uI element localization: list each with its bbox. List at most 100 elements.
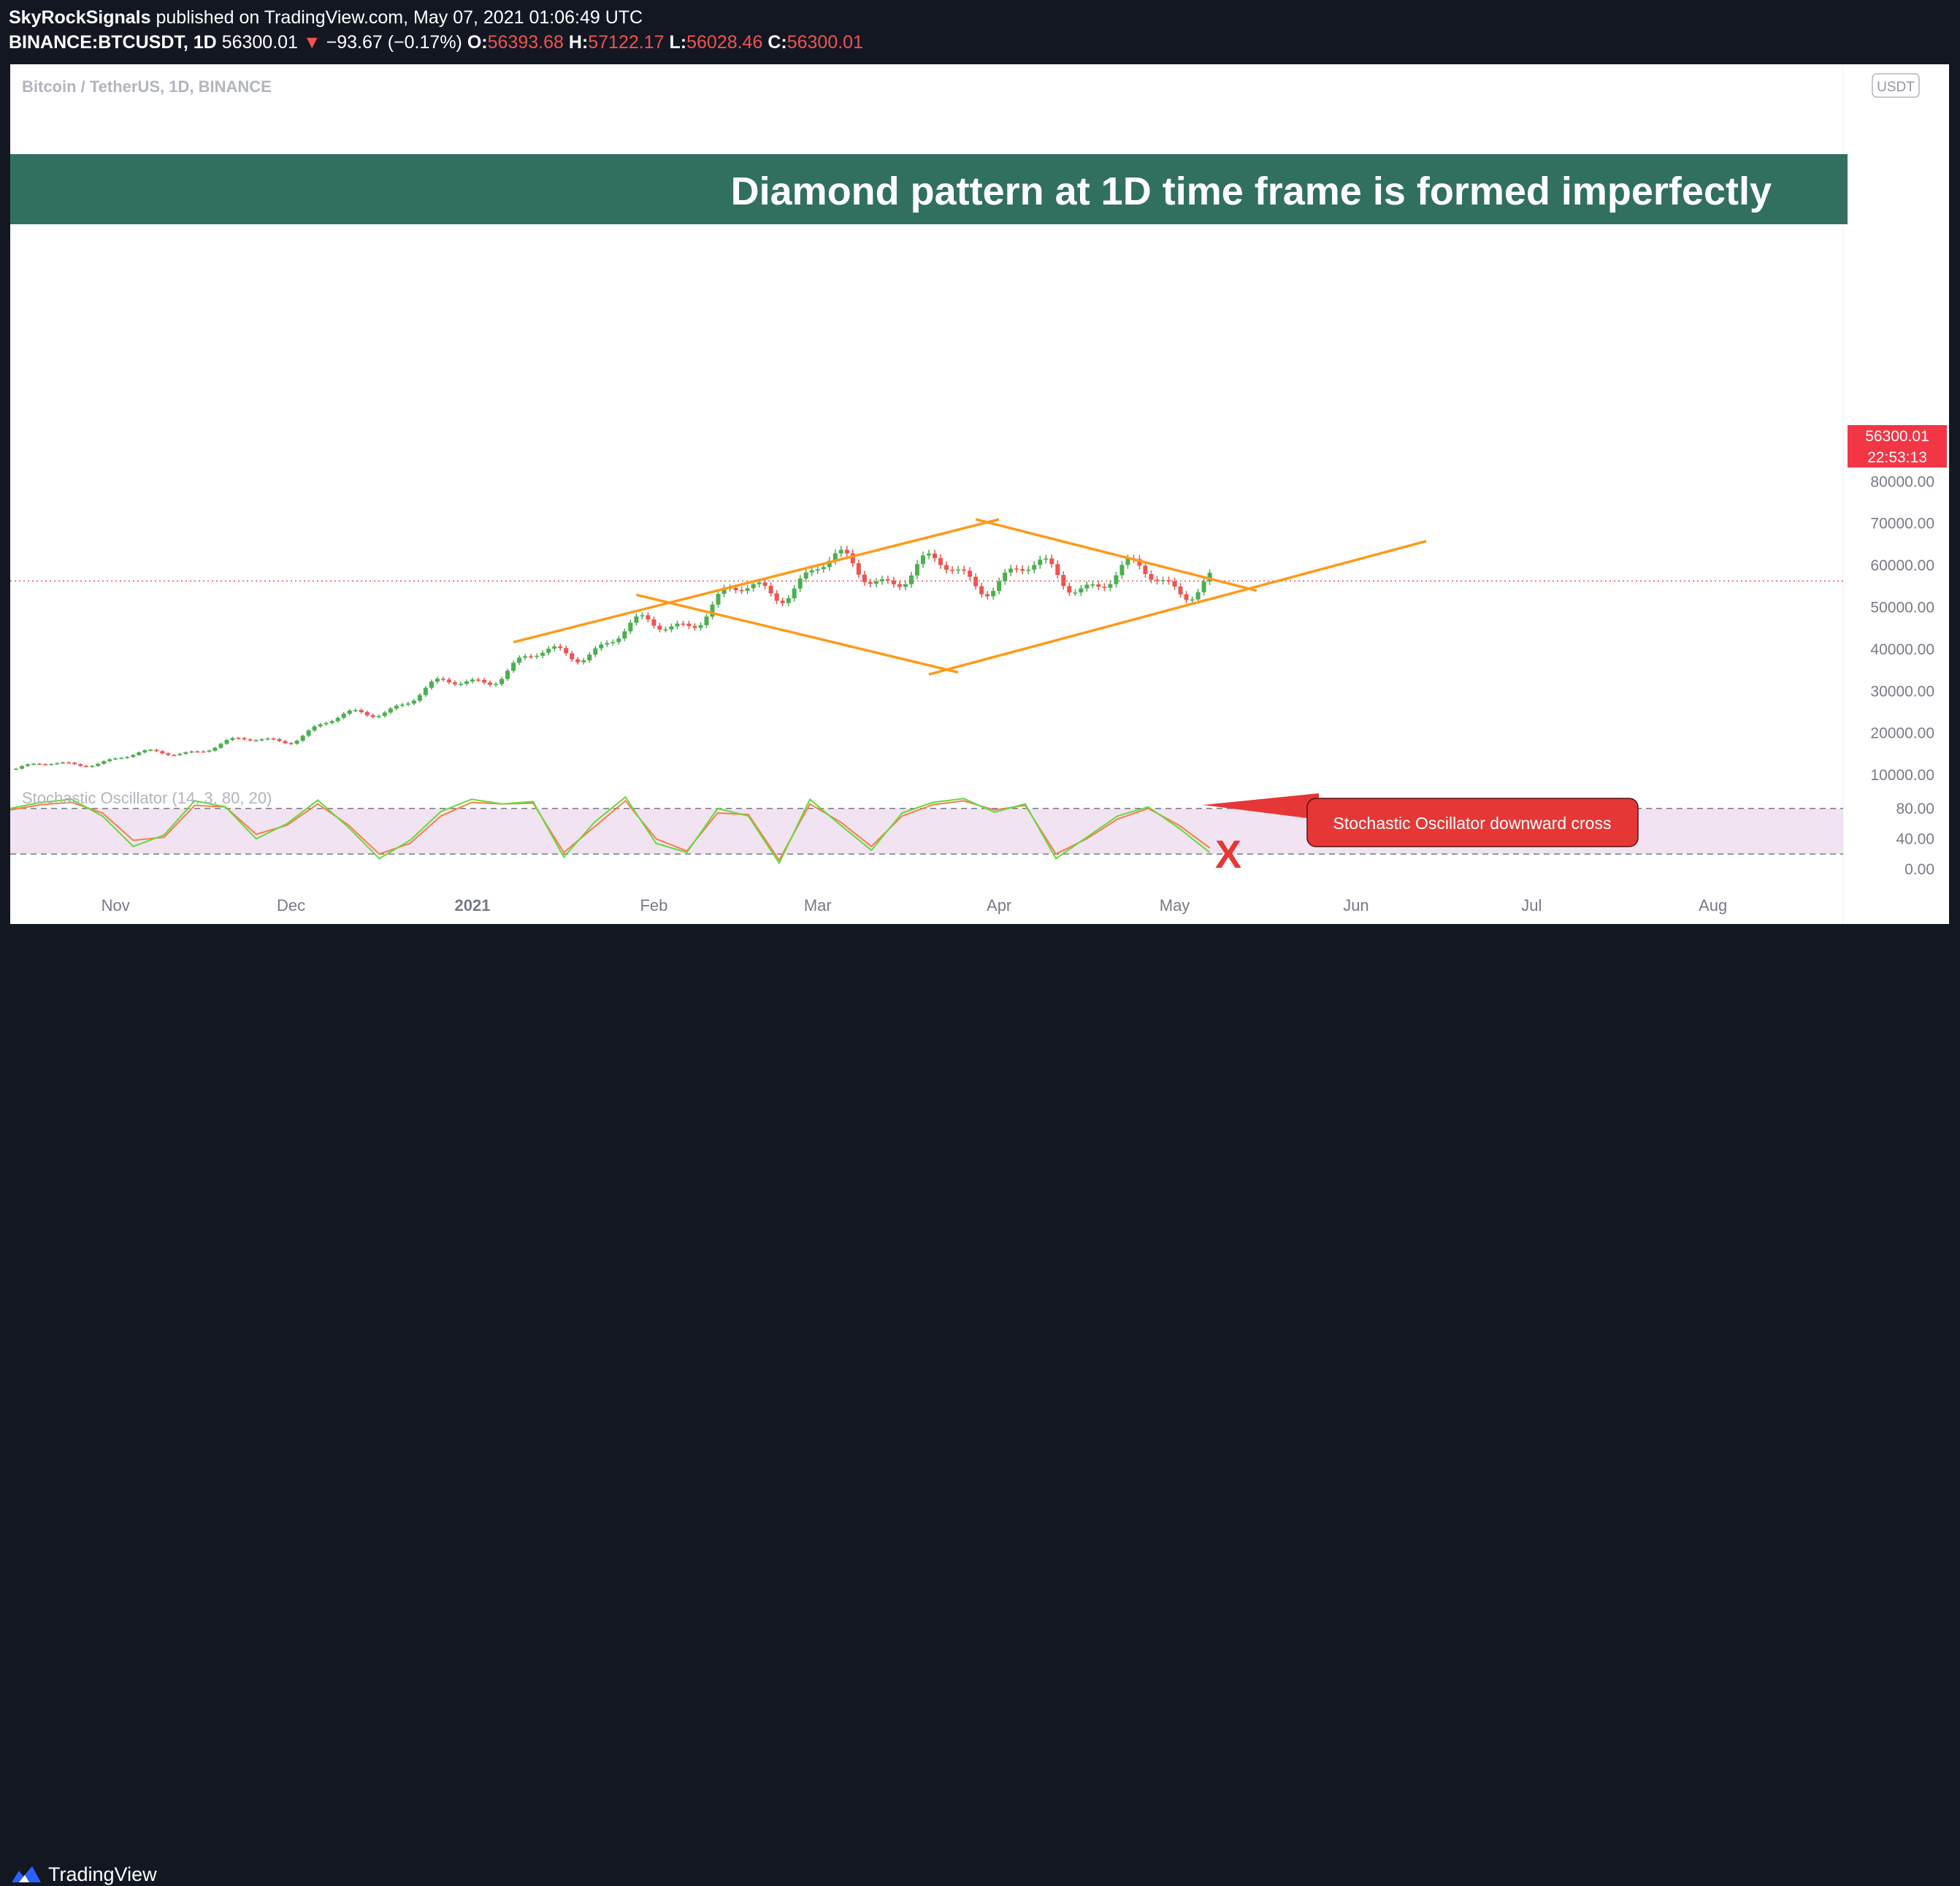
time-axis-tick: Mar bbox=[804, 896, 832, 915]
candle-body bbox=[312, 726, 317, 731]
candle-body bbox=[259, 739, 264, 741]
candle-body bbox=[944, 565, 949, 570]
candle-body bbox=[172, 755, 177, 757]
publication-header: SkyRockSignals published on TradingView.… bbox=[0, 0, 1960, 64]
candle-body bbox=[505, 671, 510, 679]
candle-body bbox=[587, 654, 592, 661]
candle-body bbox=[523, 656, 528, 658]
low-label: L: bbox=[669, 32, 687, 53]
time-axis-tick: 2021 bbox=[455, 896, 491, 915]
candle-body bbox=[189, 751, 194, 753]
candle-body bbox=[1038, 560, 1043, 565]
published-text: published on TradingView.com, May 07, 20… bbox=[156, 7, 643, 28]
candle-body bbox=[950, 570, 955, 571]
candle-body bbox=[991, 590, 996, 597]
candle-body bbox=[721, 588, 727, 595]
price-axis-tick: 30000.00 bbox=[1870, 683, 1934, 700]
oscillator-axis-tick: 80.00 bbox=[1896, 801, 1934, 817]
candle-body bbox=[37, 763, 42, 766]
candle-body bbox=[49, 764, 54, 766]
candle-body bbox=[1003, 572, 1008, 581]
candle-body bbox=[552, 646, 557, 649]
candle-body bbox=[1020, 569, 1025, 571]
candle-body bbox=[605, 643, 610, 645]
price-axis-tick: 40000.00 bbox=[1870, 641, 1934, 658]
candle-body bbox=[610, 641, 616, 644]
candle-body bbox=[388, 709, 393, 713]
candle-body bbox=[570, 653, 575, 660]
candle-body bbox=[494, 684, 499, 685]
candle-body bbox=[66, 762, 72, 764]
tradingview-brand[interactable]: TradingView bbox=[48, 1863, 157, 1885]
candle-body bbox=[405, 703, 410, 705]
candle-body bbox=[125, 757, 130, 758]
symbol-description: Bitcoin / TetherUS, 1D, BINANCE bbox=[22, 77, 272, 96]
close-label: C: bbox=[767, 32, 787, 53]
candle-body bbox=[72, 763, 77, 765]
candle-body bbox=[716, 594, 721, 605]
tradingview-logo-icon[interactable] bbox=[10, 1865, 42, 1884]
candle-body bbox=[1178, 586, 1183, 595]
candle-body bbox=[968, 570, 973, 577]
high-value: 57122.17 bbox=[588, 32, 665, 53]
chart-panel[interactable]: Bitcoin / TetherUS, 1D, BINANCE USDT Dia… bbox=[10, 64, 1949, 924]
candle-body bbox=[511, 663, 516, 671]
candle-body bbox=[14, 768, 19, 770]
candle-body bbox=[821, 567, 826, 570]
candle-body bbox=[1014, 568, 1019, 570]
diamond-trendline bbox=[975, 518, 1257, 592]
candle-body bbox=[675, 623, 680, 627]
diamond-trendline bbox=[928, 540, 1427, 676]
candle-body bbox=[908, 575, 914, 584]
candle-body bbox=[1008, 568, 1014, 573]
candle-body bbox=[815, 569, 820, 570]
last-price-label-bg bbox=[1848, 425, 1947, 467]
candle-body bbox=[102, 761, 107, 764]
candle-body bbox=[394, 706, 399, 709]
candle-body bbox=[359, 710, 364, 712]
candle-body bbox=[142, 750, 148, 753]
candle-body bbox=[856, 563, 861, 575]
candle-body bbox=[1207, 573, 1212, 582]
candle-body bbox=[850, 553, 855, 564]
currency-badge-frame[interactable] bbox=[1872, 73, 1920, 98]
candle-body bbox=[640, 615, 645, 616]
candle-body bbox=[564, 648, 569, 654]
candle-body bbox=[288, 743, 294, 744]
candle-body bbox=[166, 753, 171, 755]
candle-body bbox=[119, 757, 124, 760]
candle-body bbox=[265, 738, 270, 740]
candle-body bbox=[1073, 592, 1078, 594]
candle-body bbox=[476, 679, 481, 681]
candle-body bbox=[1090, 584, 1095, 586]
candle-body bbox=[762, 582, 767, 586]
candle-body bbox=[96, 763, 101, 766]
time-axis-tick: Dec bbox=[277, 896, 305, 915]
candle-body bbox=[417, 695, 422, 701]
candle-body bbox=[774, 593, 779, 601]
candle-body bbox=[364, 711, 370, 716]
candle-body bbox=[113, 758, 118, 760]
candle-body bbox=[920, 555, 925, 565]
candle-body bbox=[148, 749, 153, 752]
currency-badge[interactable]: USDT bbox=[1877, 80, 1915, 95]
candle-body bbox=[318, 724, 323, 727]
time-axis-tick: Nov bbox=[102, 896, 130, 915]
candle-body bbox=[933, 553, 938, 559]
candle-body bbox=[634, 616, 639, 623]
diamond-trendline bbox=[635, 593, 959, 674]
chart-canvas[interactable]: Bitcoin / TetherUS, 1D, BINANCE USDT Dia… bbox=[10, 64, 1949, 924]
candle-body bbox=[593, 648, 598, 655]
candle-body bbox=[213, 747, 218, 751]
last-price-label: 56300.01 bbox=[1865, 428, 1929, 445]
title-banner bbox=[10, 154, 1848, 224]
candle-body bbox=[20, 766, 25, 769]
candle-body bbox=[90, 766, 95, 768]
candle-body bbox=[294, 741, 299, 744]
candle-body bbox=[827, 560, 832, 568]
candle-body bbox=[1166, 580, 1171, 581]
author-name[interactable]: SkyRockSignals bbox=[9, 7, 151, 28]
candle-body bbox=[306, 730, 311, 736]
banner-text: Diamond pattern at 1D time frame is form… bbox=[731, 169, 1772, 213]
candle-body bbox=[482, 679, 487, 683]
